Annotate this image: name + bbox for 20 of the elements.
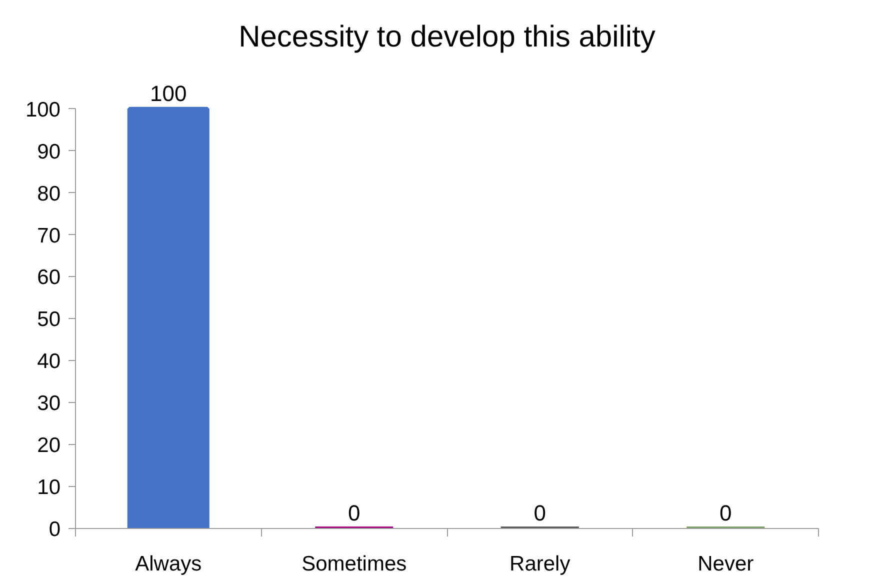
- x-tick-label: Always: [135, 552, 202, 576]
- y-tick-label: 80: [37, 182, 60, 206]
- y-tick-label: 50: [37, 308, 60, 332]
- data-label: 100: [150, 80, 187, 106]
- y-tick-label: 90: [37, 140, 60, 164]
- x-tick-label: Sometimes: [302, 552, 407, 576]
- y-tick-label: 100: [25, 98, 61, 122]
- y-tick-label: 30: [37, 392, 60, 416]
- x-tick-label: Never: [698, 552, 754, 576]
- x-tick-label: Rarely: [510, 552, 571, 576]
- chart-title: Necessity to develop this ability: [238, 20, 656, 54]
- y-tick-label: 20: [37, 434, 60, 458]
- data-label: 0: [720, 500, 732, 526]
- y-tick-label: 60: [37, 266, 60, 290]
- y-tick-label: 10: [37, 476, 60, 500]
- data-label: 0: [348, 500, 360, 526]
- y-tick-label: 40: [37, 350, 60, 374]
- y-tick-label: 70: [37, 224, 60, 248]
- data-label: 0: [534, 500, 546, 526]
- y-tick-label: 0: [48, 518, 61, 541]
